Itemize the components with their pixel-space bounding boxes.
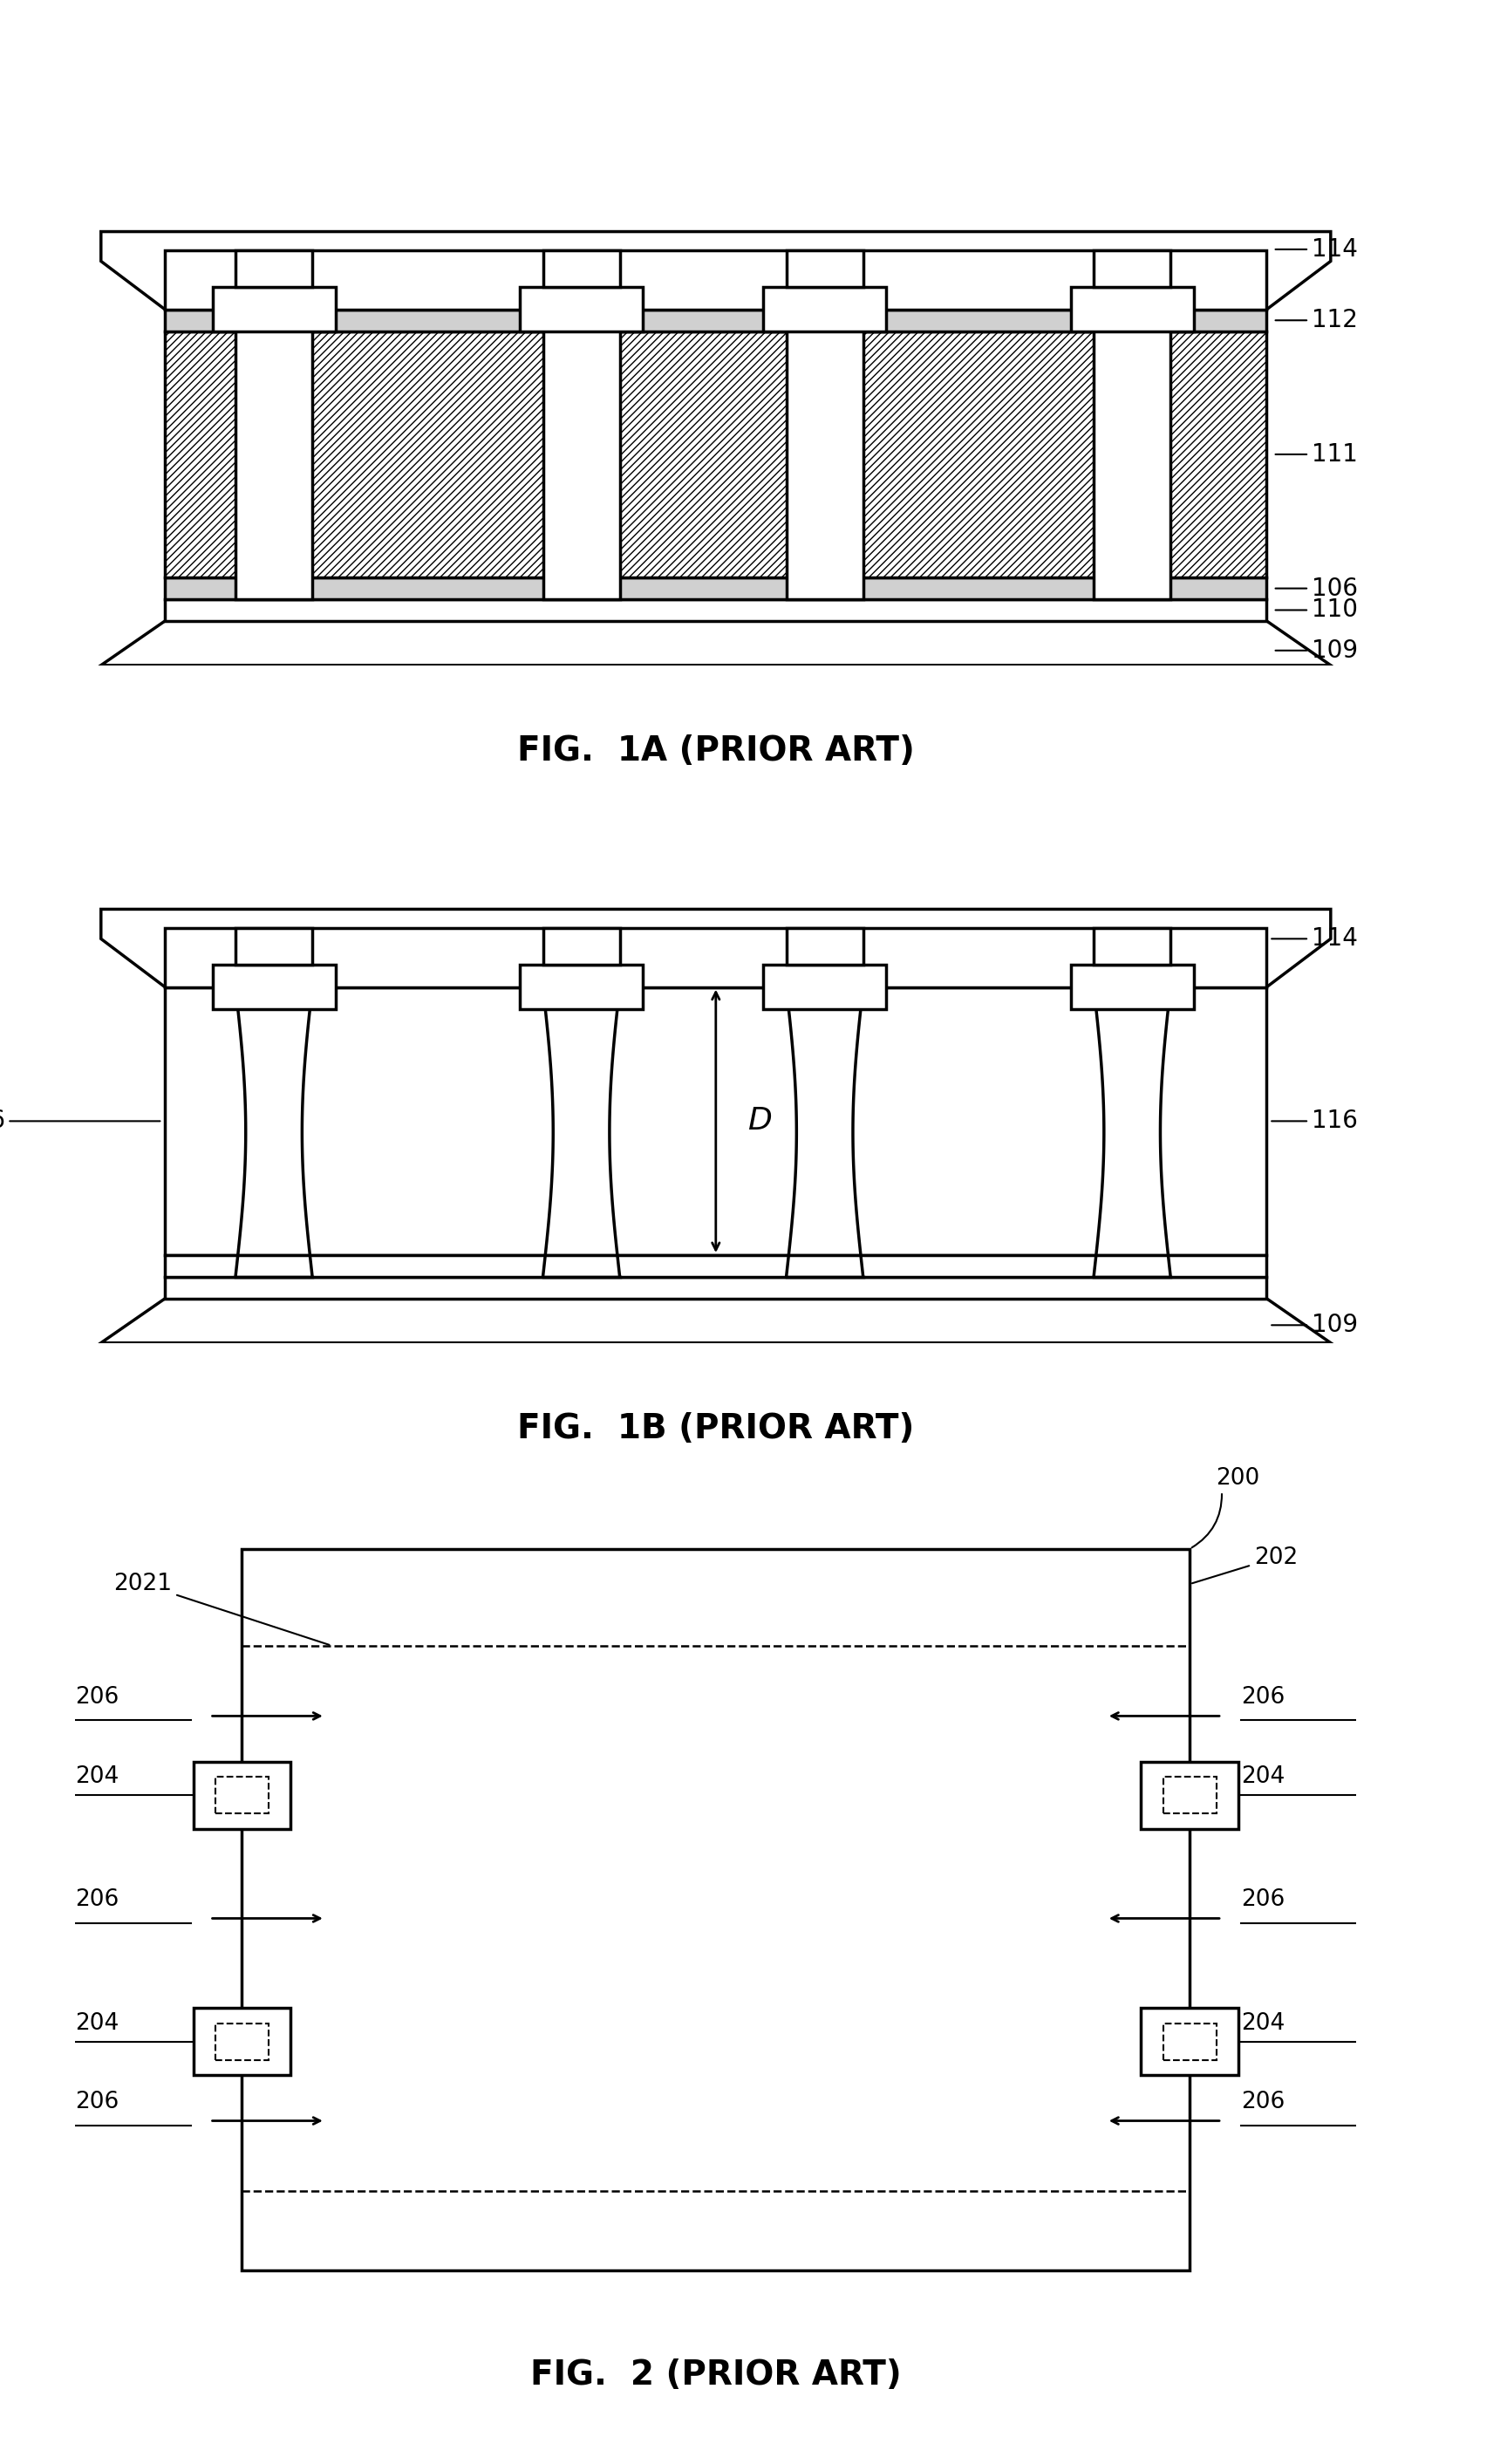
Bar	[166, 929, 1266, 988]
Text: 2021: 2021	[115, 1572, 329, 1646]
Text: 206: 206	[1242, 1890, 1285, 1912]
Bar	[235, 929, 312, 963]
Text: 206: 206	[75, 2092, 119, 2114]
Text: FIG.  1A (PRIOR ART): FIG. 1A (PRIOR ART)	[517, 734, 915, 766]
Text: 200: 200	[1215, 1466, 1260, 1491]
Polygon shape	[101, 909, 1331, 988]
Bar	[235, 251, 312, 286]
Bar	[1094, 308, 1171, 599]
Polygon shape	[101, 621, 1331, 665]
Bar	[166, 577, 1266, 599]
Text: 204: 204	[75, 1767, 119, 1789]
Text: 206: 206	[75, 1685, 119, 1710]
Bar	[166, 251, 1266, 310]
Bar	[543, 929, 619, 963]
Bar	[212, 963, 336, 1008]
Text: 111: 111	[1275, 441, 1358, 466]
Text: FIG.  2 (PRIOR ART): FIG. 2 (PRIOR ART)	[530, 2358, 901, 2393]
Bar	[787, 251, 864, 286]
Bar	[241, 1550, 1191, 2269]
Text: D: D	[747, 1106, 772, 1136]
Text: 204: 204	[1242, 1767, 1285, 1789]
Bar	[543, 308, 619, 599]
Text: 114: 114	[1275, 237, 1358, 261]
Bar	[1094, 251, 1171, 286]
Text: 204: 204	[1242, 2013, 1285, 2035]
Text: 206: 206	[75, 1890, 119, 1912]
Text: 206: 206	[1242, 2092, 1285, 2114]
Bar	[543, 251, 619, 286]
Text: 109: 109	[1272, 1313, 1358, 1338]
Text: 202: 202	[1192, 1547, 1298, 1584]
Bar	[787, 929, 864, 963]
Text: 106: 106	[1275, 577, 1358, 601]
Bar	[1070, 963, 1194, 1008]
Bar	[166, 310, 1266, 330]
Bar	[212, 286, 336, 330]
Text: 114: 114	[1272, 926, 1358, 951]
Text: 206: 206	[1242, 1685, 1285, 1710]
Bar	[216, 2023, 268, 2060]
Bar	[1141, 1762, 1239, 1828]
Bar	[520, 963, 643, 1008]
Text: 204: 204	[75, 2013, 119, 2035]
Bar	[763, 963, 886, 1008]
Text: 106: 106	[0, 1109, 160, 1133]
Bar	[520, 286, 643, 330]
Text: 112: 112	[1275, 308, 1358, 333]
Bar	[166, 1254, 1266, 1276]
Bar	[193, 2008, 291, 2075]
Bar	[1163, 1777, 1216, 1814]
Bar	[166, 988, 1266, 1254]
Bar	[1141, 2008, 1239, 2075]
Bar	[166, 330, 1266, 577]
Polygon shape	[101, 232, 1331, 310]
Bar	[1094, 929, 1171, 963]
Bar	[763, 286, 886, 330]
Text: 109: 109	[1275, 638, 1358, 663]
Bar	[1163, 2023, 1216, 2060]
Bar	[787, 308, 864, 599]
Bar	[166, 1276, 1266, 1299]
Bar	[166, 599, 1266, 621]
Text: 116: 116	[1272, 1109, 1358, 1133]
Polygon shape	[101, 1299, 1331, 1343]
Text: FIG.  1B (PRIOR ART): FIG. 1B (PRIOR ART)	[517, 1412, 915, 1444]
Bar	[216, 1777, 268, 1814]
Bar	[193, 1762, 291, 1828]
Text: 110: 110	[1275, 599, 1358, 623]
Bar	[1070, 286, 1194, 330]
Bar	[235, 308, 312, 599]
